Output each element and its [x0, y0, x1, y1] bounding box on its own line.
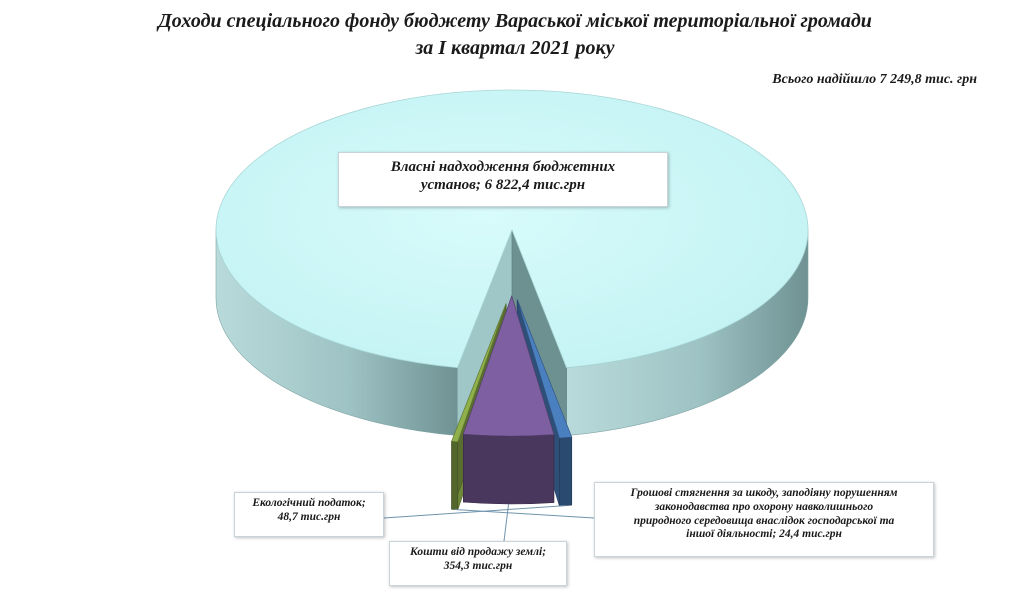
- chart-title-line-1: Доходи спеціального фонду бюджету Варась…: [158, 10, 872, 32]
- slice-label-own-revenues: Власні надходження бюджетних установ; 6 …: [338, 152, 668, 207]
- leader-line-penalties: [454, 509, 595, 519]
- leader-line-eco-tax: [383, 505, 566, 519]
- total-text: Всього надійшло 7 249,8 тис. грн: [772, 72, 977, 87]
- slice-penalties: [451, 303, 507, 443]
- slice-label-eco-tax: Екологічний податок; 48,7 тис.грн: [234, 492, 384, 537]
- slice-side-eco-tax: [559, 436, 573, 507]
- slice-land-sale: [462, 295, 555, 437]
- slice-side-penalties: [451, 440, 459, 511]
- leader-line-land-sale: [503, 503, 510, 542]
- slice-side-land-sale: [463, 433, 555, 505]
- slice-label-penalties: Грошові стягнення за шкоду, заподіяну по…: [594, 482, 934, 557]
- slice-label-land-sale: Кошти від продажу землі; 354,3 тис.грн: [389, 541, 567, 586]
- slice-eco-tax: [516, 299, 573, 439]
- chart-title-line-2: за І квартал 2021 року: [415, 37, 615, 59]
